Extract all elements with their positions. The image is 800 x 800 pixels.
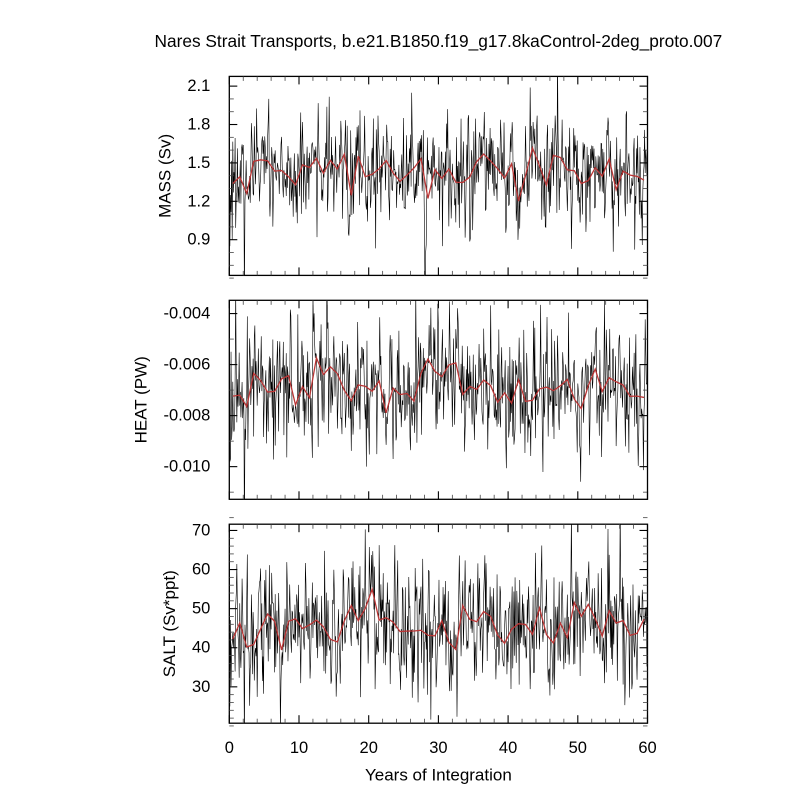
svg-text:40: 40 [192, 639, 210, 657]
svg-text:Nares Strait Transports, b.e21: Nares Strait Transports, b.e21.B1850.f19… [155, 31, 723, 51]
svg-text:50: 50 [192, 600, 210, 618]
svg-text:1.8: 1.8 [187, 116, 210, 134]
svg-text:70: 70 [192, 521, 210, 539]
svg-text:20: 20 [360, 739, 378, 757]
svg-text:MASS (Sv): MASS (Sv) [155, 134, 174, 218]
svg-text:0.9: 0.9 [187, 231, 210, 249]
svg-text:1.5: 1.5 [187, 154, 210, 172]
svg-text:30: 30 [429, 739, 447, 757]
svg-text:60: 60 [638, 739, 656, 757]
svg-text:-0.008: -0.008 [164, 407, 211, 425]
svg-text:30: 30 [192, 678, 210, 696]
svg-text:2.1: 2.1 [187, 77, 210, 95]
svg-text:Years of Integration: Years of Integration [365, 766, 512, 785]
svg-text:1.2: 1.2 [187, 192, 210, 210]
svg-text:SALT (Sv*ppt): SALT (Sv*ppt) [160, 570, 179, 677]
svg-text:60: 60 [192, 561, 210, 579]
svg-text:-0.004: -0.004 [164, 305, 211, 323]
svg-text:50: 50 [569, 739, 587, 757]
svg-text:HEAT (PW): HEAT (PW) [132, 356, 151, 443]
svg-text:10: 10 [290, 739, 308, 757]
svg-text:-0.006: -0.006 [164, 356, 211, 374]
svg-text:-0.010: -0.010 [164, 458, 211, 476]
svg-text:40: 40 [499, 739, 517, 757]
svg-text:0: 0 [225, 739, 234, 757]
